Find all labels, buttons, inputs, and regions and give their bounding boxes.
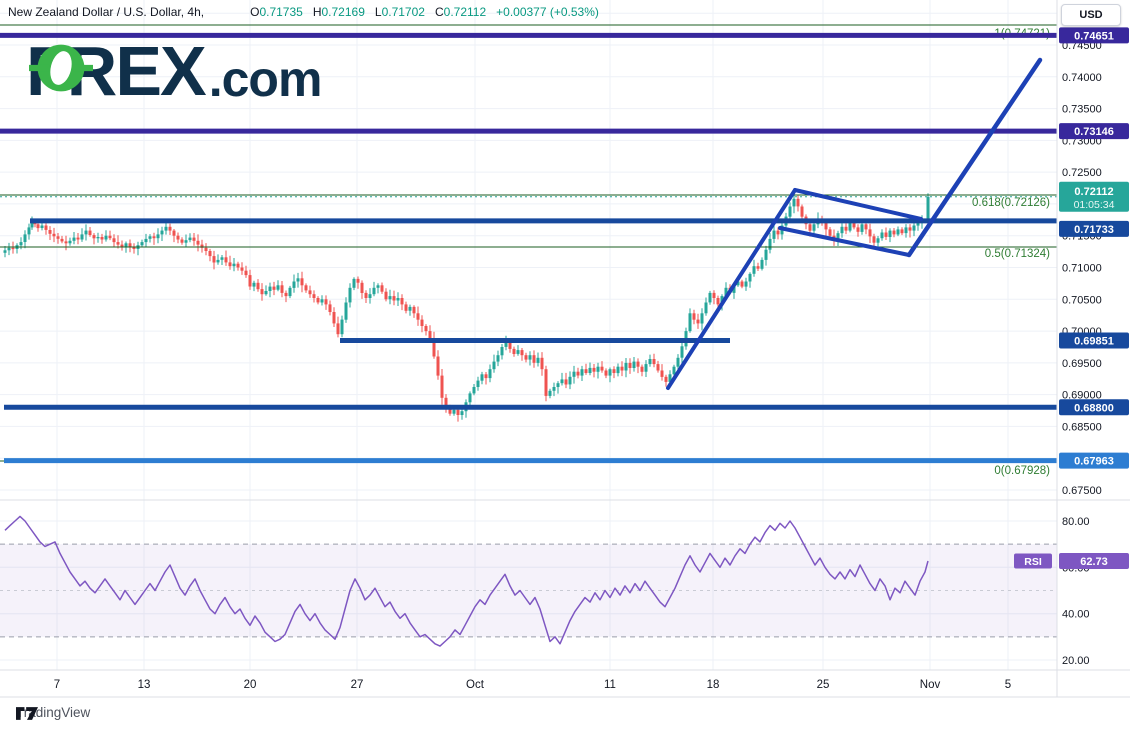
fib-level-label: 0.5(0.71324) [985,248,1050,260]
tradingview-icon [16,707,38,720]
price-tick-label: 0.73500 [1062,104,1102,116]
time-tick-label: 7 [54,679,60,691]
trend-drawings[interactable] [666,57,1043,390]
bar-countdown: 01:05:34 [1074,199,1115,211]
forex-com-logo: F REX .com [26,36,323,107]
price-tick-label: 0.72500 [1062,167,1102,179]
candles-layer [3,193,930,422]
price-tick-label: 0.69500 [1062,358,1102,370]
rsi-tick-label: 40.00 [1062,609,1090,621]
level-badge-text: 0.67963 [1074,456,1114,468]
projection-arrow [906,57,1043,258]
price-tick-label: 0.68500 [1062,421,1102,433]
time-tick-label: 11 [604,679,616,691]
time-tick-label: 20 [244,679,257,691]
time-tick-label: 5 [1005,679,1011,691]
level-badge [1059,452,1129,469]
level-badge-text: 0.68800 [1074,402,1114,414]
rsi-band [0,543,1057,638]
level-badge [1059,27,1129,44]
level-badge [1059,332,1129,349]
level-badge [1059,123,1129,140]
price-axis-badges: 0.74651 0.73146 0.71733 0.69851 0.68800 0.679… [1014,27,1129,569]
level-lines[interactable] [0,32,1057,464]
legend-close: C0.72112 [434,5,487,19]
level-badge-text: 0.73146 [1074,126,1114,138]
level-badge-text: 0.74651 [1074,30,1114,42]
time-axis[interactable]: 7 13 20 27 Oct 11 18 25 Nov 5 [54,679,1011,691]
fib-level-label: 0.618(0.72126) [972,197,1050,209]
price-tick-label: 0.67500 [1062,485,1102,497]
level-badge [1059,220,1129,237]
time-tick-label: 25 [817,679,830,691]
time-tick-label: 13 [138,679,151,691]
trendline [666,188,797,390]
rsi-tick-label: 80.00 [1062,516,1090,528]
legend-open: O0.71735 [250,5,303,19]
channel-top [793,188,923,221]
current-price-badge [1059,181,1129,212]
time-tick-label: Nov [920,679,941,691]
pane-borders [0,0,1130,698]
price-tick-label: 0.69000 [1062,390,1102,402]
level-badge-text: 0.69851 [1074,336,1114,348]
rsi-value-badge-text: 62.73 [1080,556,1108,568]
rsi-label-chip-text: RSI [1024,556,1042,568]
legend-high: H0.72169 [312,5,365,19]
price-tick-label: 0.71000 [1062,263,1102,275]
legend-low: L0.71702 [374,5,425,19]
price-tick-label: 0.70500 [1062,294,1102,306]
current-price-badge-value: 0.72112 [1074,186,1113,198]
rsi-value-badge [1059,553,1129,569]
currency-toggle-button[interactable]: USD [1061,4,1121,26]
tradingview-attribution[interactable]: TradingView [16,705,90,720]
symbol-legend[interactable]: New Zealand Dollar / U.S. Dollar, 4h, O0… [8,5,599,19]
level-badge-text: 0.71733 [1074,224,1114,236]
time-tick-label: 18 [707,679,720,691]
legend-change: +0.00377 (+0.53%) [496,5,599,19]
forex-logo-o-icon [29,44,93,92]
channel-bottom [778,226,911,257]
fib-level-label: 0(0.67928) [994,465,1050,477]
rsi-tick-label: 20.00 [1062,655,1090,667]
time-tick-label: 27 [351,679,364,691]
time-tick-label: Oct [466,679,485,691]
price-tick-label: 0.74000 [1062,72,1102,84]
forex-logo-tld: .com [208,51,323,107]
rsi-line[interactable] [4,515,929,647]
rsi-label-chip [1014,553,1052,569]
symbol-title: New Zealand Dollar / U.S. Dollar, 4h, [8,5,205,19]
level-badge [1059,399,1129,416]
